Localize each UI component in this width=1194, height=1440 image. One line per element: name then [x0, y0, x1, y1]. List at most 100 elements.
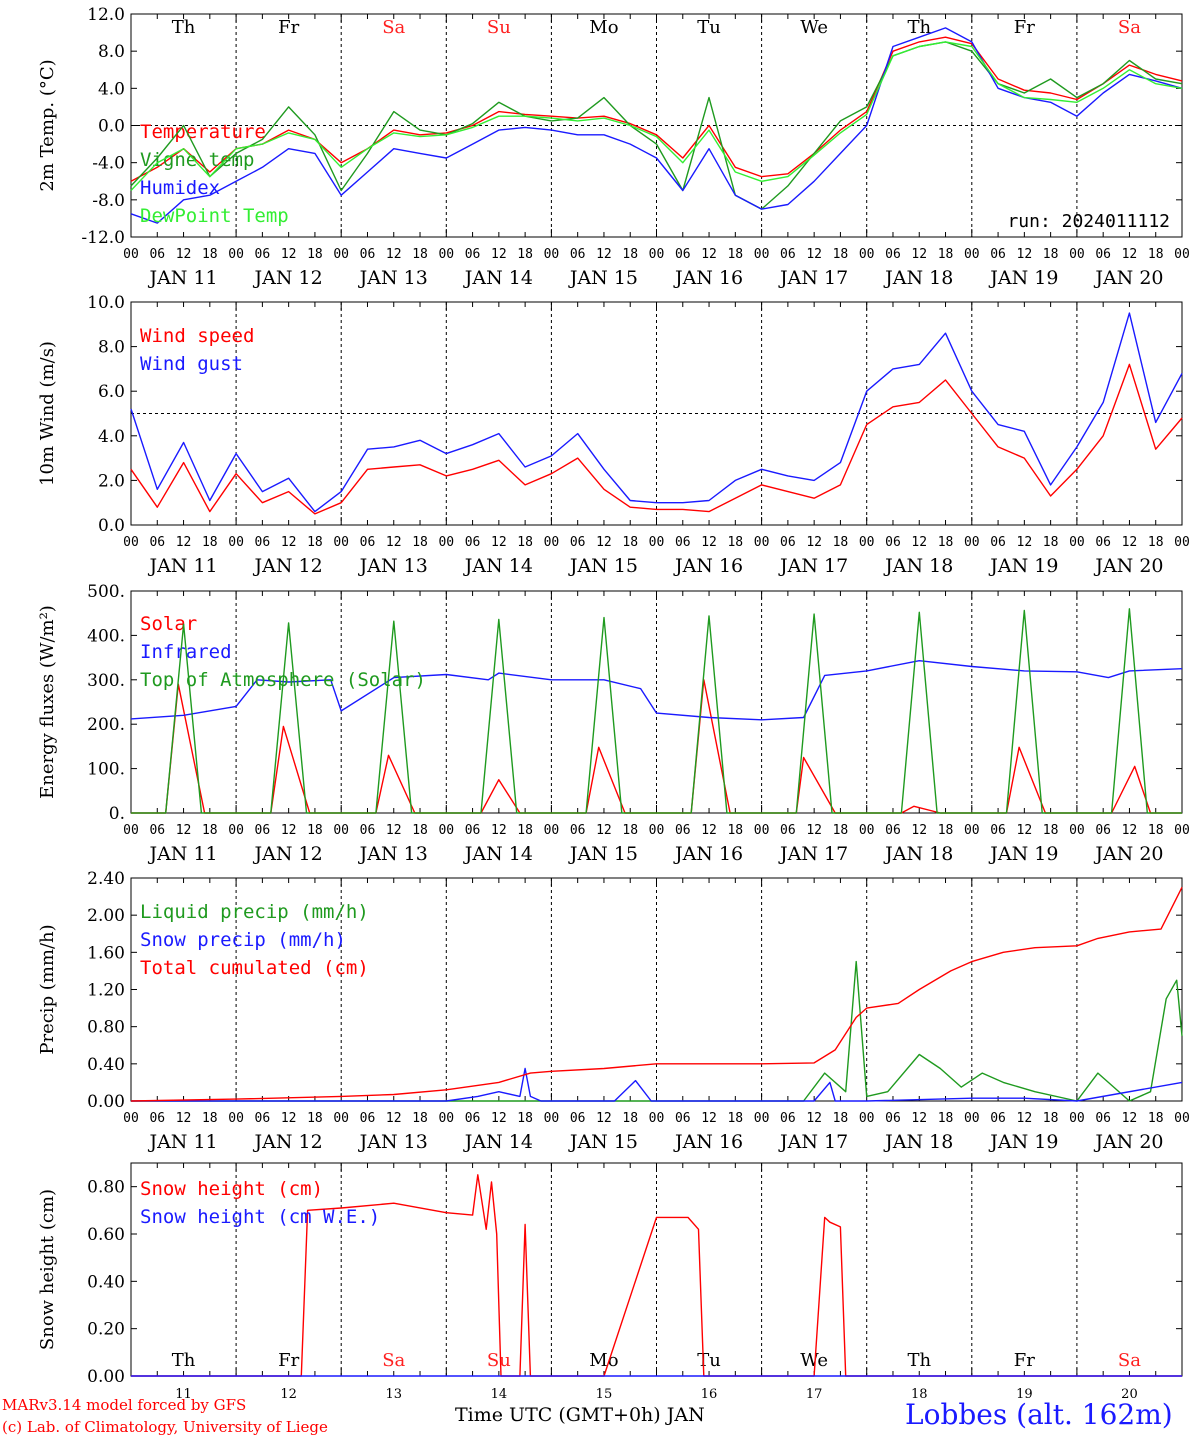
hour-tick-label: 18	[202, 1111, 218, 1126]
hour-tick-label: 18	[412, 1111, 428, 1126]
date-label: JAN 16	[673, 267, 743, 289]
weekday-label: Fr	[278, 1350, 299, 1371]
y-tick-label: 0.40	[87, 1055, 125, 1075]
hour-tick-label: 06	[990, 535, 1006, 550]
date-label: JAN 16	[673, 843, 743, 865]
hour-tick-label: 00	[123, 823, 139, 838]
y-tick-label: 12.0	[87, 5, 125, 25]
hour-tick-label: 00	[333, 1111, 349, 1126]
y-tick-label: -4.0	[92, 154, 125, 174]
y-tick-label: 8.0	[98, 42, 125, 62]
y-axis-label: 2m Temp. (°C)	[37, 59, 58, 191]
hour-tick-label: 00	[859, 247, 875, 262]
hour-tick-label: 06	[255, 823, 271, 838]
weekday-label: We	[800, 1350, 828, 1371]
hour-tick-label: 18	[517, 535, 533, 550]
hour-tick-label: 06	[990, 247, 1006, 262]
y-tick-label: 6.0	[98, 382, 125, 402]
copyright-credit: (c) Lab. of Climatology, University of L…	[2, 1418, 328, 1436]
date-label: JAN 14	[463, 843, 533, 865]
hour-tick-label: 18	[1148, 823, 1164, 838]
hour-tick-label: 06	[780, 535, 796, 550]
weekday-label: Sa	[1118, 1350, 1141, 1371]
hour-tick-label: 00	[859, 1111, 875, 1126]
date-label: JAN 19	[988, 1131, 1058, 1153]
hour-tick-label: 06	[570, 247, 586, 262]
date-label: JAN 12	[253, 843, 323, 865]
day-number-label: 18	[911, 1387, 928, 1402]
y-tick-label: 0.80	[87, 1018, 125, 1038]
legend-entry: Total cumulated (cm)	[140, 957, 369, 979]
hour-tick-label: 18	[622, 247, 638, 262]
weekday-label: Fr	[1014, 1350, 1035, 1371]
hour-tick-label: 12	[596, 247, 612, 262]
y-tick-label: -12.0	[81, 228, 125, 248]
date-label: JAN 11	[147, 555, 217, 577]
y-axis-label: Snow height (cm)	[37, 1189, 58, 1350]
day-number-label: 15	[596, 1387, 613, 1402]
date-label: JAN 14	[463, 555, 533, 577]
hour-tick-label: 06	[255, 247, 271, 262]
date-label: JAN 13	[358, 1131, 428, 1153]
hour-tick-label: 00	[1069, 823, 1085, 838]
date-label: JAN 15	[568, 1131, 638, 1153]
hour-tick-label: 18	[307, 247, 323, 262]
hour-tick-label: 18	[938, 535, 954, 550]
hour-tick-label: 06	[780, 1111, 796, 1126]
legend-entry: Snow precip (mm/h)	[140, 929, 346, 951]
hour-tick-label: 00	[544, 823, 560, 838]
hour-tick-label: 06	[885, 247, 901, 262]
hour-tick-label: 00	[228, 535, 244, 550]
hour-tick-label: 18	[727, 823, 743, 838]
hour-tick-label: 12	[176, 535, 192, 550]
weekday-label: Mo	[589, 17, 618, 38]
hour-tick-label: 00	[1174, 823, 1190, 838]
hour-tick-label: 18	[727, 247, 743, 262]
hour-tick-label: 18	[622, 535, 638, 550]
hour-tick-label: 12	[806, 823, 822, 838]
legend-entry: Liquid precip (mm/h)	[140, 901, 369, 923]
hour-tick-label: 00	[1069, 535, 1085, 550]
hour-tick-label: 00	[649, 1111, 665, 1126]
hour-tick-label: 12	[701, 535, 717, 550]
hour-tick-label: 18	[517, 1111, 533, 1126]
hour-tick-label: 12	[176, 823, 192, 838]
hour-tick-label: 18	[307, 1111, 323, 1126]
day-number-label: 16	[701, 1387, 718, 1402]
hour-tick-label: 06	[1095, 1111, 1111, 1126]
hour-tick-label: 06	[1095, 247, 1111, 262]
hour-tick-label: 06	[885, 823, 901, 838]
hour-tick-label: 00	[438, 535, 454, 550]
hour-tick-label: 18	[622, 823, 638, 838]
date-label: JAN 20	[1093, 843, 1163, 865]
hour-tick-label: 06	[1095, 535, 1111, 550]
date-label: JAN 17	[778, 555, 848, 577]
hour-tick-label: 18	[517, 247, 533, 262]
hour-tick-label: 12	[281, 247, 297, 262]
hour-tick-label: 00	[1069, 247, 1085, 262]
hour-tick-label: 06	[885, 1111, 901, 1126]
hour-tick-label: 12	[1017, 535, 1033, 550]
hour-tick-label: 12	[911, 823, 927, 838]
legend-entry: Vigne temp	[140, 149, 254, 171]
date-label: JAN 19	[988, 843, 1058, 865]
y-tick-label: 8.0	[98, 338, 125, 358]
hour-tick-label: 00	[1174, 1111, 1190, 1126]
legend-entry: Wind speed	[140, 325, 254, 347]
date-label: JAN 13	[358, 267, 428, 289]
hour-tick-label: 00	[1174, 535, 1190, 550]
hour-tick-label: 18	[1148, 535, 1164, 550]
hour-tick-label: 00	[859, 823, 875, 838]
hour-tick-label: 18	[833, 1111, 849, 1126]
date-label: JAN 18	[883, 1131, 953, 1153]
hour-tick-label: 12	[1017, 823, 1033, 838]
hour-tick-label: 12	[596, 535, 612, 550]
panel-2: 0. 100. 200. 300. 400. 500. Energy fluxes (W/m…	[37, 582, 1190, 865]
hour-tick-label: 12	[911, 247, 927, 262]
y-tick-label: 1.20	[87, 981, 125, 1001]
x-axis-label: Time UTC (GMT+0h) JAN	[455, 1404, 705, 1426]
hour-tick-label: 00	[333, 535, 349, 550]
hour-tick-label: 18	[202, 823, 218, 838]
y-tick-label: 2.40	[87, 869, 125, 889]
day-number-label: 19	[1016, 1387, 1033, 1402]
